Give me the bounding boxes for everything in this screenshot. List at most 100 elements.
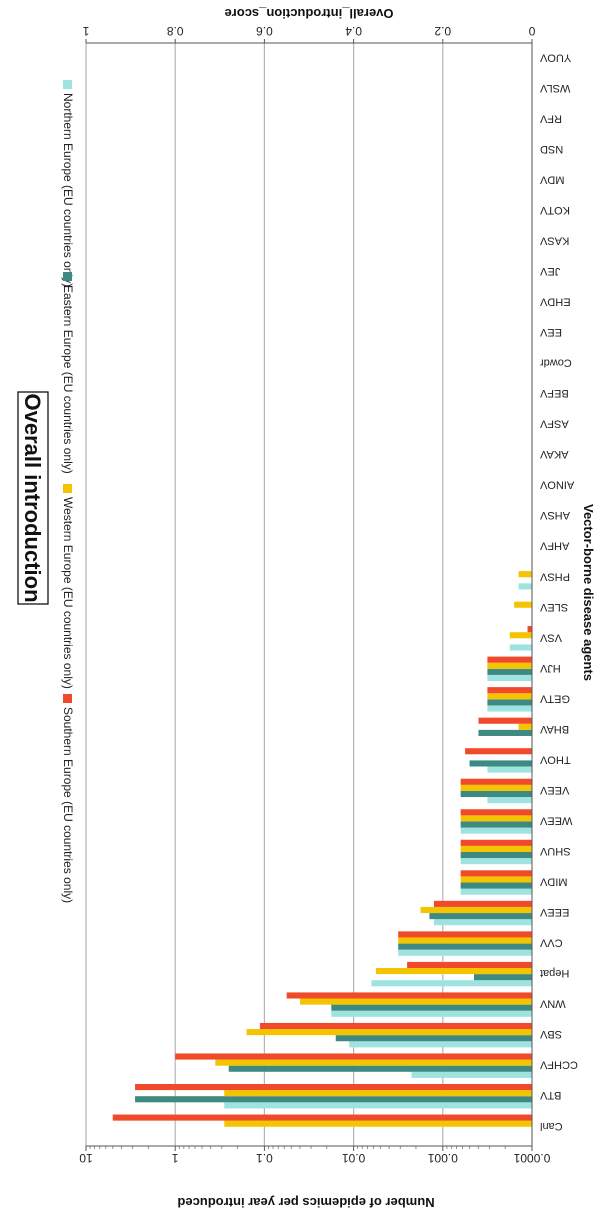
title-text: Overall introduction (20, 393, 45, 602)
bar (259, 1022, 532, 1030)
bar (460, 876, 532, 883)
category-label: BTV (539, 1089, 561, 1101)
bar (300, 998, 532, 1005)
category-label: CCHFV (539, 1059, 578, 1071)
y-tick-label: 0.2 (434, 24, 451, 38)
bar (224, 1120, 532, 1127)
bar (487, 797, 532, 804)
bar (398, 949, 532, 956)
bar (398, 931, 532, 938)
legend-label: Western Europe (EU countries only) (61, 497, 75, 689)
category-label: AHFV (539, 540, 569, 552)
category-label: AINOV (539, 479, 574, 491)
category-label: WNV (539, 998, 565, 1010)
bar (460, 858, 532, 865)
category-label: MIDV (539, 876, 567, 888)
category-label: KOTV (539, 204, 570, 216)
bar (349, 1041, 532, 1048)
bar (460, 870, 532, 877)
bar (478, 717, 532, 724)
bar (527, 626, 532, 633)
bar (407, 961, 532, 968)
bar (487, 687, 532, 694)
legend-swatch (63, 694, 72, 703)
category-label: RFV (539, 112, 562, 124)
bar (469, 760, 532, 767)
category-label: SBV (539, 1028, 562, 1040)
bar (478, 729, 532, 736)
bar (135, 1096, 532, 1103)
legend-swatch (63, 272, 72, 281)
bar (375, 967, 532, 975)
category-label: MDV (539, 173, 564, 185)
category-label: ASFV (539, 418, 568, 430)
category-label: EEEV (539, 906, 569, 918)
bar (487, 668, 532, 675)
bar (398, 937, 532, 944)
category-label: BHAV (539, 723, 569, 735)
bar (112, 1114, 532, 1121)
legend-swatch (63, 484, 72, 493)
y-axis-title: Overall_introduction_score (224, 6, 393, 21)
category-label: CVV (539, 937, 562, 949)
category-label: WEEV (539, 814, 572, 826)
category-label: Canl (540, 1120, 563, 1132)
bar (335, 1035, 532, 1042)
y-tick-label: 0.8 (167, 24, 184, 38)
bar (228, 1065, 532, 1072)
category-label: KASV (539, 234, 569, 246)
legend-label: Eastern Europe (EU countries only) (61, 285, 75, 474)
bar (331, 1004, 532, 1011)
legend-item: Western Europe (EU countries only) (61, 484, 75, 689)
y-tick-label: 0 (528, 24, 535, 38)
legend-item: Northern Europe (EU countries only) (61, 80, 75, 287)
category-label: WSLV (539, 82, 570, 94)
legend-item: Eastern Europe (EU countries only) (61, 272, 75, 474)
bar (460, 882, 532, 889)
bar (135, 1083, 532, 1091)
y-tick-label: 0.4 (345, 24, 362, 38)
bar (371, 980, 532, 987)
bar (474, 974, 532, 981)
bar (518, 723, 532, 730)
category-label: BEFV (539, 387, 568, 399)
chart-title: Overall introduction (17, 391, 49, 605)
category-label: NSD (540, 143, 563, 155)
bar (487, 705, 532, 712)
bar (286, 992, 532, 999)
bar (460, 778, 532, 785)
category-label: PHSV (539, 570, 570, 582)
bar (460, 827, 532, 834)
bar (460, 815, 532, 822)
y2-axis-title: Number of epidemics per year introduced (177, 1195, 434, 1210)
y2-tick-label: 0.0001 (513, 1151, 550, 1165)
bar (514, 601, 532, 608)
bar (224, 1102, 532, 1109)
category-label: AHSV (539, 509, 570, 521)
bar (509, 632, 532, 639)
labels-group: 0 0.2 0.4 0.6 0.8 1 0.0001 0.001 0.01 0.1 1 10 Canl B… (17, 6, 596, 1210)
bar (487, 656, 532, 663)
bar (411, 1071, 532, 1078)
bar (224, 1090, 532, 1097)
category-label: THOV (539, 753, 570, 765)
bar (420, 906, 532, 914)
legend-item: Southern Europe (EU countries only) (61, 694, 75, 903)
bar (518, 583, 532, 590)
category-label: GETV (539, 692, 570, 704)
bar (331, 1010, 532, 1017)
y2-tick-label: 0.01 (342, 1151, 366, 1165)
bars-group (112, 571, 532, 1127)
bar (460, 888, 532, 895)
bar (433, 919, 532, 926)
bar (518, 571, 532, 578)
bar (487, 699, 532, 706)
bar (398, 943, 532, 950)
bar (175, 1053, 532, 1060)
category-label: AKAV (539, 448, 568, 460)
y2-tick-label: 10 (79, 1151, 93, 1165)
bar (465, 748, 532, 755)
bar (460, 845, 532, 852)
category-label: Cowdr (540, 357, 572, 369)
